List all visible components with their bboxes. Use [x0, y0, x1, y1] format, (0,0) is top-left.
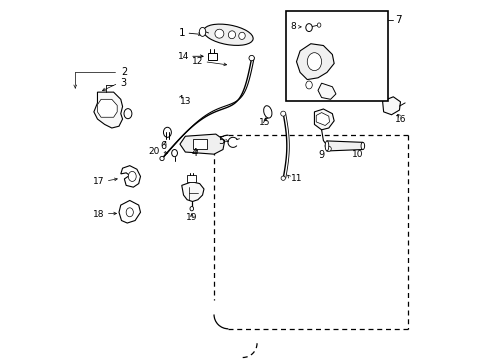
Text: 11: 11 [290, 174, 302, 183]
Polygon shape [325, 141, 364, 151]
Text: 8: 8 [290, 22, 296, 31]
Ellipse shape [124, 109, 132, 119]
Text: 2: 2 [121, 67, 127, 77]
Text: 1: 1 [178, 28, 185, 38]
Polygon shape [317, 83, 335, 99]
Ellipse shape [305, 24, 312, 32]
Polygon shape [180, 134, 224, 154]
Ellipse shape [281, 176, 285, 180]
Polygon shape [382, 97, 400, 115]
Polygon shape [296, 44, 333, 80]
Text: 14: 14 [177, 52, 188, 61]
Ellipse shape [325, 146, 330, 151]
Ellipse shape [199, 27, 205, 36]
Polygon shape [94, 92, 122, 128]
Ellipse shape [305, 81, 312, 89]
Text: 4: 4 [191, 148, 197, 158]
Ellipse shape [263, 106, 271, 118]
Text: 19: 19 [185, 213, 197, 222]
Text: 17: 17 [93, 177, 104, 186]
Ellipse shape [248, 55, 254, 61]
Ellipse shape [163, 127, 171, 137]
Ellipse shape [171, 149, 177, 157]
Text: 13: 13 [180, 96, 191, 105]
Ellipse shape [160, 156, 164, 161]
Polygon shape [119, 201, 140, 223]
Polygon shape [121, 166, 140, 187]
Ellipse shape [128, 171, 136, 181]
Ellipse shape [280, 111, 285, 116]
Text: 18: 18 [93, 210, 104, 219]
Text: 10: 10 [351, 150, 363, 159]
Bar [187, 175, 196, 182]
Text: 3: 3 [121, 78, 127, 88]
Ellipse shape [190, 207, 193, 211]
Polygon shape [316, 113, 329, 126]
Text: 20: 20 [148, 147, 160, 156]
Ellipse shape [126, 208, 133, 217]
Ellipse shape [203, 24, 253, 45]
Polygon shape [182, 182, 203, 202]
Bar [207, 53, 217, 60]
Ellipse shape [360, 142, 364, 149]
Text: 12: 12 [191, 57, 203, 66]
Text: 15: 15 [258, 118, 269, 127]
Polygon shape [314, 109, 333, 130]
Ellipse shape [214, 29, 224, 38]
Text: 6: 6 [161, 141, 166, 151]
Text: 16: 16 [394, 114, 406, 123]
Ellipse shape [317, 23, 320, 27]
Text: 7: 7 [394, 15, 401, 26]
Text: 9: 9 [318, 150, 324, 160]
Ellipse shape [306, 53, 321, 71]
Ellipse shape [325, 141, 328, 151]
Ellipse shape [228, 31, 235, 39]
Ellipse shape [238, 32, 244, 39]
Bar [193, 139, 206, 149]
Polygon shape [97, 99, 117, 117]
Text: 5: 5 [218, 136, 224, 145]
Bar [285, 12, 387, 101]
